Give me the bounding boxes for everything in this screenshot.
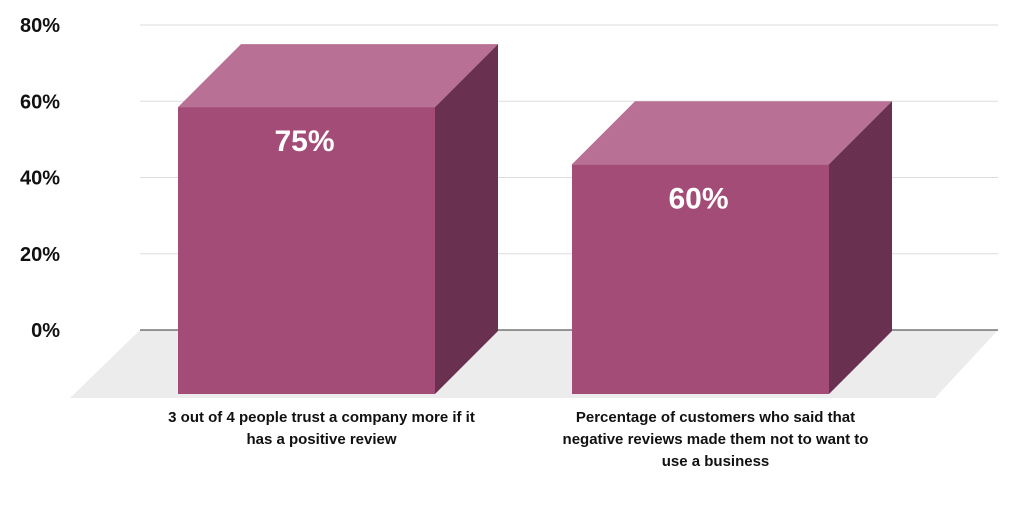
- bar-top-face: [572, 101, 892, 165]
- bar-data-label: 75%: [274, 125, 334, 158]
- bars: 75% 60%: [178, 44, 892, 394]
- category-label-negative-reviews: Percentage of customers who said that ne…: [562, 409, 869, 470]
- bar-data-label: 60%: [668, 182, 728, 215]
- category-label-trust-positive-review: 3 out of 4 people trust a company more i…: [168, 409, 475, 448]
- bar-1: 75%: [178, 44, 498, 394]
- y-tick-label: 0%: [31, 320, 60, 342]
- bar-2: 60%: [572, 101, 892, 394]
- y-tick-label: 60%: [20, 91, 60, 113]
- bar-side-face: [435, 44, 498, 394]
- y-tick-label: 20%: [20, 244, 60, 266]
- y-axis-ticks: 0% 20% 40% 60% 80%: [20, 15, 60, 342]
- bar-front-face: [178, 107, 435, 394]
- y-tick-label: 40%: [20, 168, 60, 190]
- bar-top-face: [178, 44, 498, 108]
- y-tick-label: 80%: [20, 15, 60, 37]
- bar-front-face: [572, 164, 829, 394]
- bar-side-face: [829, 101, 892, 394]
